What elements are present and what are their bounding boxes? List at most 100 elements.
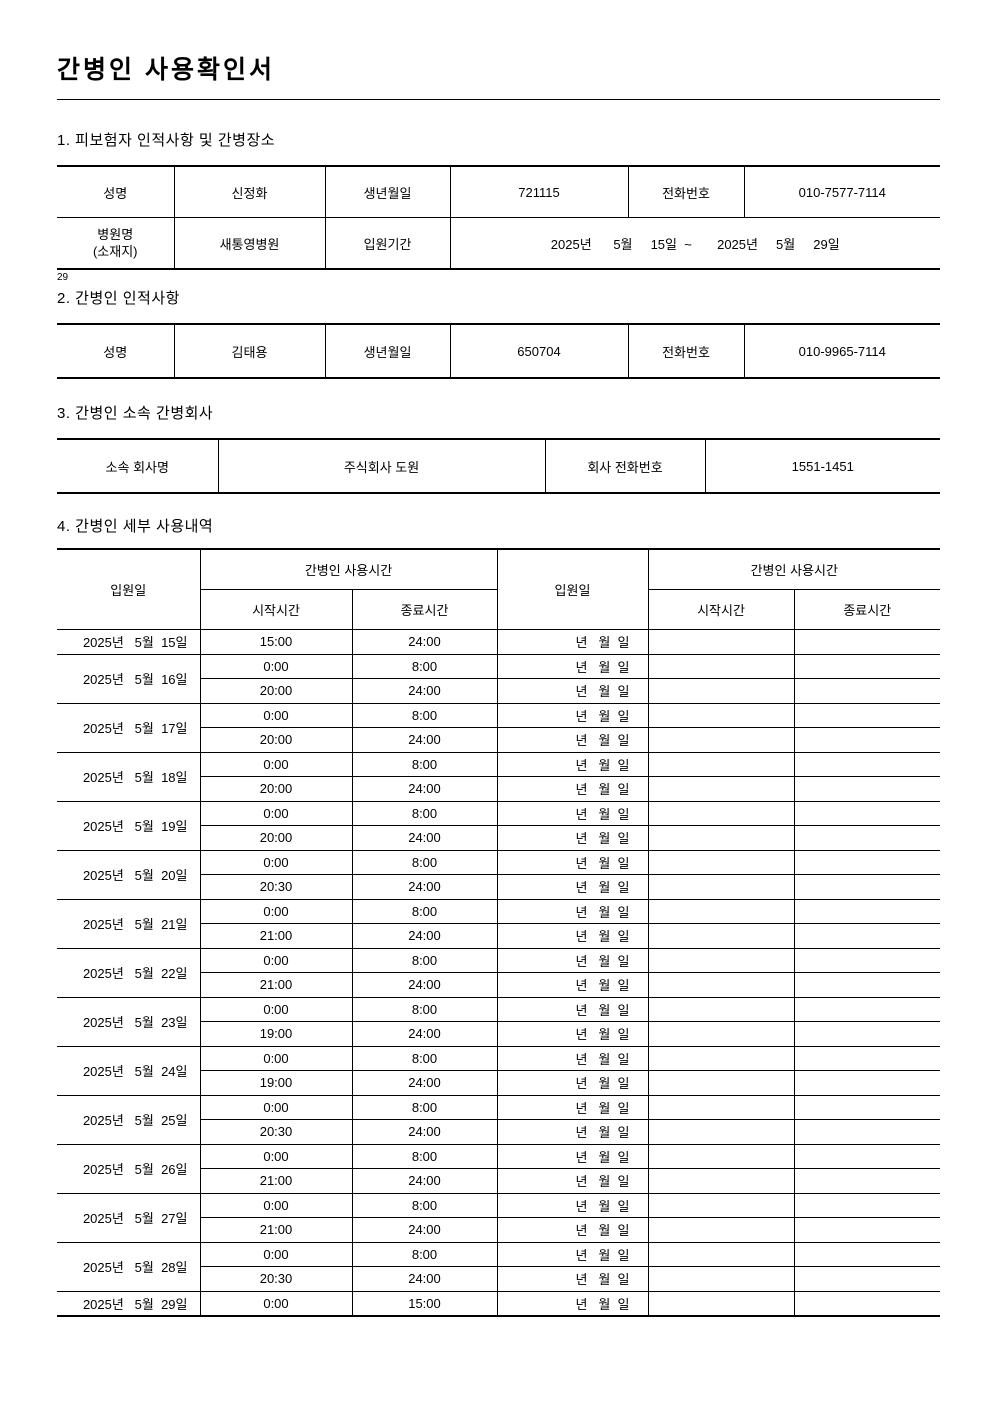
usage-row: 20:00 24:00 년 월 일 [57,727,940,753]
start-time-cell: 0:00 [199,1192,353,1218]
empty-admission-date-cell: 년 월 일 [496,800,649,826]
end-time-cell: 24:00 [351,1266,498,1292]
start-time-cell: 0:00 [199,653,353,679]
start-time-cell: 0:00 [199,702,353,728]
usage-row: 2025년 5월 29일 0:00 15:00 년 월 일 [57,1290,940,1317]
end-time-cell: 8:00 [351,1192,498,1218]
start-time-cell: 0:00 [199,1045,353,1071]
empty-end-time-cell [793,1192,940,1218]
usage-row: 2025년 5월 26일 0:00 8:00 년 월 일 [57,1143,940,1194]
empty-end-time-cell [793,1119,940,1145]
usage-header-row: 입원일 간병인 사용시간 입원일 간병인 사용시간 [57,548,940,630]
usage-row: 2025년 5월 18일 0:00 8:00 년 월 일 [57,751,940,802]
empty-end-time-cell [793,825,940,851]
company-name-label: 소속 회사명 [57,438,219,494]
empty-admission-date-cell: 년 월 일 [496,1290,649,1317]
start-time-cell: 20:30 [199,874,353,900]
admission-date-cell: 2025년 5월 24일 [57,1045,201,1096]
start-time-cell: 19:00 [199,1070,353,1096]
end-time-cell: 24:00 [351,1217,498,1243]
admission-date-cell: 2025년 5월 29일 [57,1290,201,1317]
empty-start-time-cell [647,800,795,826]
insured-name-label: 성명 [57,165,175,218]
empty-admission-date-cell: 년 월 일 [496,1217,649,1243]
insured-name-value: 신정화 [173,165,326,218]
company-phone-value: 1551-1451 [704,438,940,494]
company-name-value: 주식회사 도원 [217,438,546,494]
table-row: 소속 회사명 주식회사 도원 회사 전화번호 1551-1451 [57,438,940,494]
end-time-cell: 8:00 [351,702,498,728]
start-time-cell: 0:00 [199,1094,353,1120]
table-row: 병원명 (소재지) 새통영병원 입원기간 2025년 5월 15일 ~ 2025… [57,217,940,270]
company-phone-label: 회사 전화번호 [544,438,706,494]
empty-end-time-cell [793,702,940,728]
admission-date-cell: 2025년 5월 15일 [57,629,201,655]
caregiver-info-table: 성명 김태용 생년월일 650704 전화번호 010-9965-7114 [57,323,940,379]
empty-start-time-cell [647,727,795,753]
end-time-cell: 24:00 [351,972,498,998]
admission-date-cell: 2025년 5월 16일 [57,653,201,704]
admission-date-cell: 2025년 5월 21일 [57,898,201,949]
empty-start-time-cell [647,653,795,679]
usage-row: 2025년 5월 24일 0:00 8:00 년 월 일 [57,1045,940,1096]
empty-end-time-cell [793,1045,940,1071]
usage-row: 2025년 5월 20일 0:00 8:00 년 월 일 [57,849,940,900]
empty-admission-date-cell: 년 월 일 [496,874,649,900]
start-time-cell: 0:00 [199,1241,353,1267]
empty-start-time-cell [647,1266,795,1292]
page-note: 29 [57,272,69,283]
empty-admission-date-cell: 년 월 일 [496,1070,649,1096]
empty-start-time-cell [647,776,795,802]
empty-end-time-cell [793,1241,940,1267]
end-time-cell: 24:00 [351,923,498,949]
company-info-table: 소속 회사명 주식회사 도원 회사 전화번호 1551-1451 [57,438,940,494]
admission-date-cell: 2025년 5월 18일 [57,751,201,802]
end-time-cell: 8:00 [351,947,498,973]
end-time-cell: 8:00 [351,1241,498,1267]
start-time-cell: 0:00 [199,898,353,924]
hospital-label-line2: (소재지) [92,244,138,259]
empty-admission-date-cell: 년 월 일 [496,1266,649,1292]
usage-row: 20:00 24:00 년 월 일 [57,825,940,851]
empty-admission-date-cell: 년 월 일 [496,727,649,753]
empty-end-time-cell [793,996,940,1022]
empty-end-time-cell [793,629,940,655]
end-time-cell: 24:00 [351,1021,498,1047]
empty-start-time-cell [647,751,795,777]
insured-birth-label: 생년월일 [324,165,451,218]
empty-start-time-cell [647,1143,795,1169]
empty-admission-date-cell: 년 월 일 [496,776,649,802]
empty-admission-date-cell: 년 월 일 [496,1021,649,1047]
empty-end-time-cell [793,1021,940,1047]
admission-date-cell: 2025년 5월 27일 [57,1192,201,1243]
end-time-cell: 24:00 [351,825,498,851]
insured-phone-label: 전화번호 [627,165,745,218]
empty-start-time-cell [647,849,795,875]
usage-row: 2025년 5월 28일 0:00 8:00 년 월 일 [57,1241,940,1292]
caregiver-phone-value: 010-9965-7114 [743,323,940,379]
admission-date-cell: 2025년 5월 17일 [57,702,201,753]
empty-start-time-cell [647,678,795,704]
empty-end-time-cell [793,800,940,826]
start-time-cell: 20:00 [199,678,353,704]
empty-start-time-cell [647,1021,795,1047]
insured-phone-value: 010-7577-7114 [743,165,940,218]
admission-date-header-left: 입원일 [57,548,201,630]
empty-admission-date-cell: 년 월 일 [496,1168,649,1194]
end-time-cell: 8:00 [351,898,498,924]
caregiver-birth-value: 650704 [449,323,629,379]
end-time-cell: 24:00 [351,727,498,753]
empty-admission-date-cell: 년 월 일 [496,1094,649,1120]
admission-date-cell: 2025년 5월 23일 [57,996,201,1047]
empty-end-time-cell [793,874,940,900]
section2-heading: 2. 간병인 인적사항 [57,290,180,307]
empty-admission-date-cell: 년 월 일 [496,751,649,777]
empty-admission-date-cell: 년 월 일 [496,702,649,728]
start-time-cell: 0:00 [199,1143,353,1169]
empty-end-time-cell [793,751,940,777]
end-time-cell: 8:00 [351,653,498,679]
empty-end-time-cell [793,849,940,875]
period-value: 2025년 5월 15일 ~ 2025년 5월 29일 [449,217,940,270]
start-time-cell: 19:00 [199,1021,353,1047]
section3-heading: 3. 간병인 소속 간병회사 [57,405,214,422]
